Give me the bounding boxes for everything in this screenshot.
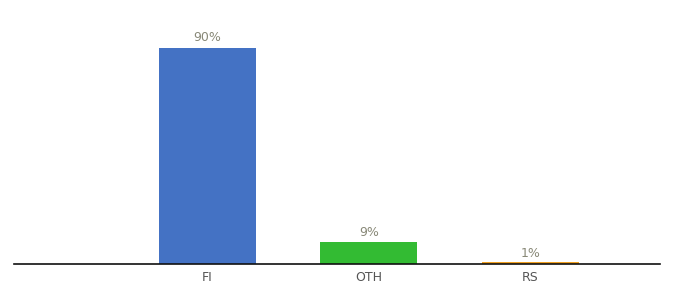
Bar	[320, 242, 418, 264]
Text: 1%: 1%	[520, 248, 541, 260]
Bar	[482, 262, 579, 264]
Bar	[159, 48, 256, 264]
Text: 90%: 90%	[194, 32, 221, 44]
Text: 9%: 9%	[359, 226, 379, 239]
